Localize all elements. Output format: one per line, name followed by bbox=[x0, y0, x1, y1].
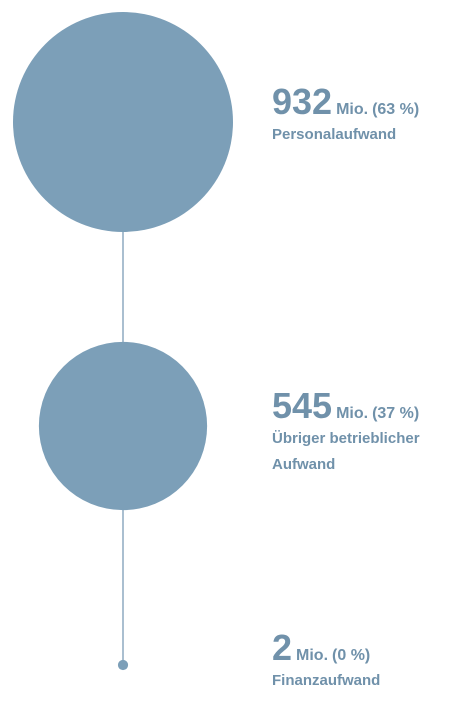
value-line: 2 Mio. (0 %) bbox=[272, 628, 472, 668]
bubble bbox=[13, 12, 233, 232]
item: 932 Mio. (63 %) Personalaufwand bbox=[272, 82, 472, 148]
value: 932 bbox=[272, 81, 333, 122]
bubble bbox=[38, 341, 208, 511]
value: 2 bbox=[272, 627, 293, 668]
item: 2 Mio. (0 %) Finanzaufwand bbox=[272, 628, 472, 694]
unit: Mio. bbox=[336, 101, 369, 118]
category-label: Finanzaufwand bbox=[272, 672, 381, 689]
share: (37 %) bbox=[372, 405, 420, 422]
category-label: Personalaufwand bbox=[272, 126, 397, 143]
share: (63 %) bbox=[372, 101, 420, 118]
value-line: 545 Mio. (37 %) bbox=[272, 386, 472, 426]
category-label: Übriger betrieblicher Aufwand bbox=[272, 430, 420, 473]
value: 545 bbox=[272, 385, 333, 426]
unit: Mio. bbox=[296, 647, 329, 664]
value-line: 932 Mio. (63 %) bbox=[272, 82, 472, 122]
unit: Mio. bbox=[336, 405, 369, 422]
item: 545 Mio. (37 %) Übriger betrieblicher Aufwa… bbox=[272, 386, 472, 478]
bubble bbox=[117, 659, 129, 671]
share: (0 %) bbox=[332, 647, 371, 664]
